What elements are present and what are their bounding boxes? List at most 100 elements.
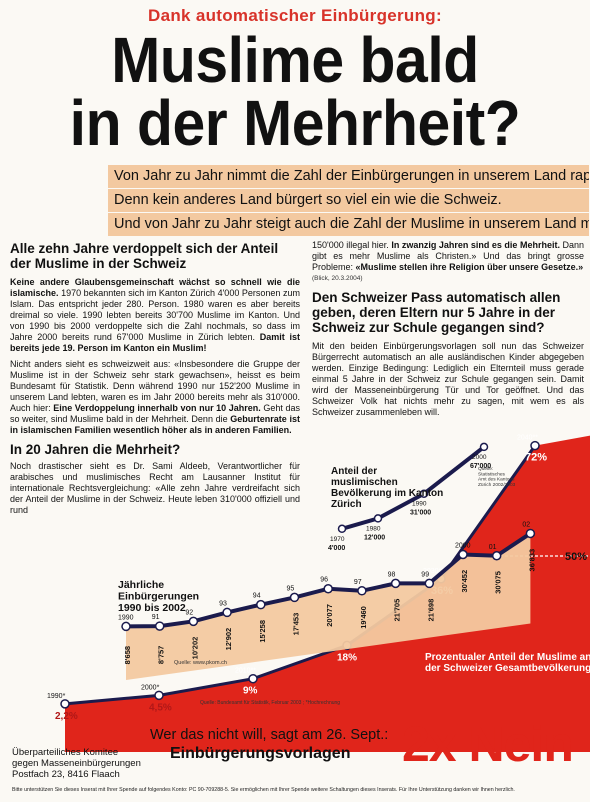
percentage-value-label: 9% bbox=[243, 686, 258, 697]
naturalisation-chart-source: Quelle: www.pkom.ch bbox=[174, 660, 227, 666]
naturalisation-value-label: 21'705 bbox=[393, 599, 402, 622]
percentage-point bbox=[154, 690, 164, 701]
lead-sentence-2: Denn kein anderes Land bürgert so viel e… bbox=[108, 189, 589, 212]
naturalisation-year-label: 96 bbox=[320, 577, 328, 584]
zurich-year-label: 2000 bbox=[472, 454, 487, 461]
left-heading-1: Alle zehn Jahre verdoppelt sich der Ante… bbox=[10, 241, 279, 271]
chart-titles: Jährliche Einbürgerungen 1990 bis 2002 Que… bbox=[118, 466, 590, 706]
zurich-year-label: 1970 bbox=[330, 536, 345, 543]
threshold-label: 50% bbox=[565, 551, 587, 563]
naturalisation-value-label: 12'902 bbox=[224, 628, 233, 651]
naturalisation-value-label: 8'658 bbox=[123, 646, 132, 664]
r-para0-bold2: «Muslime stellen ihre Religion über unse… bbox=[355, 262, 584, 272]
left-paragraph-3: Noch drastischer sieht es Dr. Sami Aldee… bbox=[10, 461, 300, 515]
naturalisation-value-label: 30'452 bbox=[460, 570, 469, 593]
naturalisation-value-label: 10'202 bbox=[190, 637, 199, 660]
percentage-chart-source: Quelle: Bundesamt für Statistik, Februar… bbox=[200, 700, 340, 706]
citation: (Blick, 20.3.2004) bbox=[312, 275, 363, 282]
naturalisation-value-label: 15'258 bbox=[258, 620, 267, 643]
naturalisation-value-label: 17'453 bbox=[292, 613, 301, 636]
para2b-text: Geht das so weiter, sind Muslime bald in… bbox=[10, 403, 300, 424]
percentage-chart-title: Prozentualer Anteil der Muslime an der Sc… bbox=[425, 652, 590, 674]
r-para0-bold: In zwanzig Jahren sind es die Mehrheit. bbox=[391, 240, 560, 250]
zurich-value-label: 12'000 bbox=[364, 534, 385, 541]
r-para0-text: 150'000 illegal hier. bbox=[312, 240, 392, 250]
naturalisation-point bbox=[424, 578, 435, 589]
naturalisation-value-label: 36'833 bbox=[527, 549, 536, 572]
naturalisation-value-label: 30'075 bbox=[494, 571, 503, 594]
kicker-line: Dank automatischer Einbürgerung: bbox=[148, 6, 442, 25]
zurich-point bbox=[419, 489, 429, 498]
para1-end-bold: Damit ist bereits jede 19. Person im Kan… bbox=[10, 332, 300, 353]
naturalisation-year-label: 98 bbox=[388, 571, 396, 578]
percentage-value-label: 2,2% bbox=[55, 711, 78, 722]
naturalisation-chart-title: Jährliche Einbürgerungen 1990 bis 2002 bbox=[118, 579, 199, 614]
naturalisation-value-label: 21'698 bbox=[426, 599, 435, 622]
percentage-value-label: 18% bbox=[337, 652, 357, 663]
committee-line-3: Postfach 23, 8416 Flaach bbox=[12, 769, 120, 780]
percentage-value-label: 72% bbox=[525, 452, 547, 464]
vorlagen-label: Einbürgerungsvorlagen bbox=[170, 745, 351, 762]
zurich-chart: 1970 4'000 1980 12'000 1990 31'000 2000 67'000 bbox=[328, 442, 491, 552]
fine-print: Bitte unterstützen Sie dieses Inserat mi… bbox=[12, 787, 515, 793]
left-paragraph-1: Keine andere Glaubensgemeinschaft wächst… bbox=[10, 277, 300, 354]
zurich-chart-title: Anteil der muslimischen Bevölkerung im Kan… bbox=[331, 466, 443, 510]
naturalisation-year-label: 94 bbox=[253, 593, 261, 600]
naturalisation-year-label: 99 bbox=[421, 571, 429, 578]
naturalisation-point bbox=[458, 549, 468, 560]
percentage-year-label: 1990* bbox=[47, 693, 66, 700]
charts-svg: 1990*2,2%2000*4,5%2010**9%2020**18%2030*… bbox=[47, 435, 590, 752]
naturalisation-point bbox=[222, 607, 232, 618]
left-paragraph-2: Nicht anders sieht es schweizweit aus: «… bbox=[10, 359, 300, 436]
percentage-point bbox=[60, 699, 70, 709]
naturalisation-year-label: 1990 bbox=[118, 614, 134, 621]
right-paragraph-0: 150'000 illegal hier. In zwanzig Jahren … bbox=[312, 240, 584, 273]
percentage-point bbox=[530, 440, 540, 451]
r-para0b-text: Dann gibt es mehr Muslime als Christen.»… bbox=[312, 240, 584, 272]
naturalisation-value-label: 19'460 bbox=[359, 606, 368, 629]
naturalisation-point bbox=[357, 586, 367, 596]
zurich-value-label: 4'000 bbox=[328, 545, 345, 552]
para1-text: 1970 bekannten sich im Kanton Zürich 4'0… bbox=[10, 288, 300, 342]
naturalisation-value-label: 8'757 bbox=[157, 646, 166, 664]
nein-sticker: 2x Nein bbox=[402, 716, 574, 772]
percentage-year-label: 2010** bbox=[235, 668, 256, 675]
naturalisation-year-label: 92 bbox=[185, 609, 193, 616]
slogan: Wer das nicht will, sagt am 26. Sept.: bbox=[150, 727, 389, 743]
left-heading-2: In 20 Jahren die Mehrheit? bbox=[10, 442, 181, 457]
percentage-point bbox=[248, 673, 258, 684]
naturalisation-point bbox=[121, 621, 131, 632]
zurich-value-label: 67'000 bbox=[470, 463, 491, 470]
zurich-value-label: 31'000 bbox=[410, 510, 431, 517]
lead-sentence-3: Und von Jahr zu Jahr steigt auch die Zah… bbox=[108, 213, 589, 236]
para2-text: Nicht anders sieht es schweizweit aus: «… bbox=[10, 359, 300, 413]
naturalisation-year-label: 93 bbox=[219, 600, 227, 607]
headline-line-1: Muslime bald bbox=[111, 24, 479, 96]
naturalisation-point bbox=[154, 621, 165, 631]
para1-lead-bold: Keine andere Glaubensgemeinschaft wächst… bbox=[10, 277, 300, 298]
naturalisation-point bbox=[188, 616, 199, 627]
naturalisation-year-label: 02 bbox=[522, 521, 530, 528]
naturalisation-point bbox=[289, 592, 300, 603]
percentage-value-label: 4,5% bbox=[149, 702, 172, 713]
percentage-year-label: 2000* bbox=[141, 684, 160, 691]
right-paragraph-1: Mit den beiden Einbürgerungsvorlagen sol… bbox=[312, 341, 584, 417]
para2-bold: Eine Verdoppelung innerhalb von nur 10 J… bbox=[53, 403, 261, 413]
zurich-point bbox=[337, 524, 347, 534]
percentage-year-label: 2040** bbox=[517, 435, 538, 442]
right-column: 150'000 illegal hier. In zwanzig Jahren … bbox=[312, 240, 584, 418]
percentage-area bbox=[65, 435, 590, 752]
naturalisation-chart: 1990 8'658 91 8'757 92 10'202 93 12'902 94 15'258… bbox=[118, 521, 536, 680]
percentage-line bbox=[64, 444, 537, 706]
naturalisation-point bbox=[323, 583, 333, 594]
naturalisation-area bbox=[126, 533, 531, 680]
naturalisation-year-label: 2000 bbox=[455, 543, 471, 550]
naturalisation-year-label: 01 bbox=[489, 544, 497, 551]
zurich-line bbox=[341, 445, 486, 531]
naturalisation-point bbox=[491, 551, 502, 561]
zurich-point bbox=[373, 514, 383, 523]
naturalisation-year-label: 91 bbox=[152, 614, 160, 621]
lead-sentence-1: Von Jahr zu Jahr nimmt die Zahl der Einb… bbox=[108, 165, 589, 188]
committee-block: Überparteiliches Komitee gegen Massenein… bbox=[12, 747, 162, 780]
